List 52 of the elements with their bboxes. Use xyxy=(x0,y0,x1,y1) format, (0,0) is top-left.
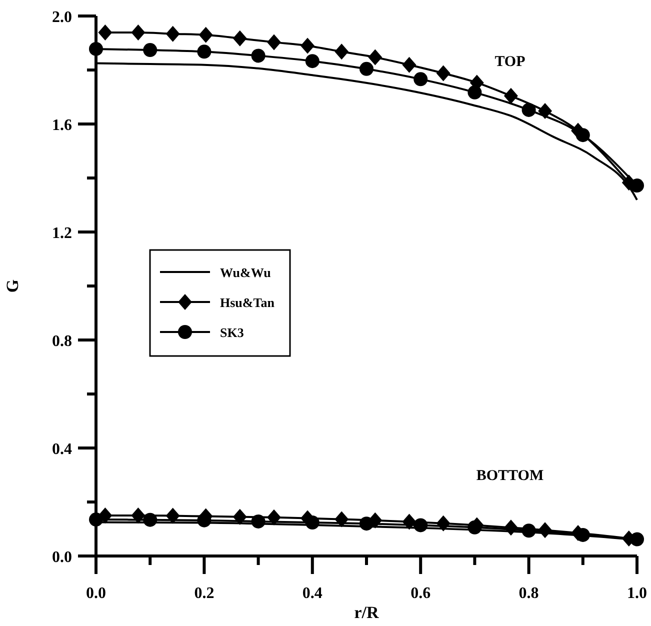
point xyxy=(251,48,266,63)
point xyxy=(504,88,518,104)
point xyxy=(89,42,103,56)
point xyxy=(300,38,315,54)
point xyxy=(360,516,374,531)
x-tick-label: 0.8 xyxy=(518,585,539,602)
y-tick-label: 0.0 xyxy=(52,549,72,566)
x-tick-label: 0.4 xyxy=(302,585,322,602)
point xyxy=(143,43,158,58)
point xyxy=(251,514,266,528)
point xyxy=(305,516,320,530)
point xyxy=(131,24,146,40)
x-tick-label: 0.2 xyxy=(194,585,214,602)
point xyxy=(266,34,281,50)
point xyxy=(334,44,349,60)
point xyxy=(468,520,482,534)
point xyxy=(305,54,320,68)
x-tick-label: 1.0 xyxy=(627,585,647,602)
y-tick-label: 1.6 xyxy=(52,117,72,134)
point xyxy=(436,65,450,82)
x-axis-title: r/R xyxy=(354,603,380,622)
point xyxy=(402,56,416,73)
point xyxy=(143,512,158,527)
point xyxy=(368,49,382,66)
point xyxy=(630,178,644,193)
point xyxy=(98,24,112,40)
point xyxy=(166,26,180,42)
legend-label: Hsu&Tan xyxy=(220,295,276,310)
x-tick-label: 0.0 xyxy=(86,585,106,602)
point xyxy=(360,62,374,76)
point xyxy=(414,72,428,86)
y-axis-title: G xyxy=(3,279,22,293)
y-tick-label: 0.4 xyxy=(52,441,72,458)
point xyxy=(468,85,482,100)
point xyxy=(198,26,213,43)
y-tick-label: 2.0 xyxy=(52,9,72,26)
y-tick-label: 1.2 xyxy=(52,225,72,242)
x-tick-label: 0.6 xyxy=(410,585,431,602)
point xyxy=(630,532,644,546)
y-tick-label: 0.8 xyxy=(52,333,72,350)
point xyxy=(522,524,536,538)
point xyxy=(522,102,536,117)
annotation: BOTTOM xyxy=(476,468,544,484)
legend-label: Wu&Wu xyxy=(220,265,271,280)
point xyxy=(197,513,212,528)
point xyxy=(576,128,590,142)
point xyxy=(197,44,212,59)
point xyxy=(414,518,428,532)
legend-label: SK3 xyxy=(220,325,244,340)
annotation: TOP xyxy=(494,54,526,70)
point xyxy=(232,30,247,46)
point xyxy=(89,512,103,527)
